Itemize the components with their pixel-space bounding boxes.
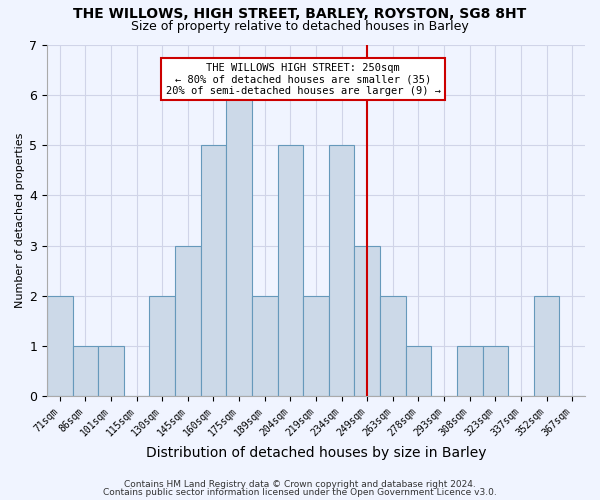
Bar [200, 146, 226, 396]
Bar [406, 346, 431, 396]
Text: THE WILLOWS HIGH STREET: 250sqm
← 80% of detached houses are smaller (35)
20% of: THE WILLOWS HIGH STREET: 250sqm ← 80% of… [166, 62, 440, 96]
Bar [73, 346, 98, 396]
Bar [252, 296, 278, 396]
Bar [226, 95, 252, 396]
Bar [534, 296, 559, 396]
Bar [303, 296, 329, 396]
Y-axis label: Number of detached properties: Number of detached properties [15, 133, 25, 308]
Bar [175, 246, 200, 396]
Bar [355, 246, 380, 396]
Bar [278, 146, 303, 396]
Text: THE WILLOWS, HIGH STREET, BARLEY, ROYSTON, SG8 8HT: THE WILLOWS, HIGH STREET, BARLEY, ROYSTO… [73, 8, 527, 22]
Bar [329, 146, 355, 396]
X-axis label: Distribution of detached houses by size in Barley: Distribution of detached houses by size … [146, 446, 486, 460]
Text: Contains public sector information licensed under the Open Government Licence v3: Contains public sector information licen… [103, 488, 497, 497]
Text: Size of property relative to detached houses in Barley: Size of property relative to detached ho… [131, 20, 469, 33]
Bar [457, 346, 482, 396]
Bar [482, 346, 508, 396]
Bar [380, 296, 406, 396]
Text: Contains HM Land Registry data © Crown copyright and database right 2024.: Contains HM Land Registry data © Crown c… [124, 480, 476, 489]
Bar [149, 296, 175, 396]
Bar [47, 296, 73, 396]
Bar [98, 346, 124, 396]
